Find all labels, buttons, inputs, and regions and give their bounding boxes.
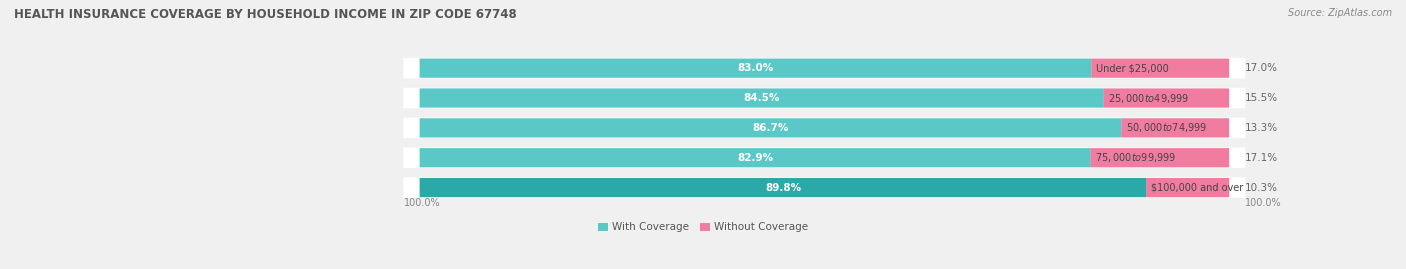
FancyBboxPatch shape (404, 118, 1246, 138)
FancyBboxPatch shape (1091, 59, 1229, 78)
FancyBboxPatch shape (1146, 178, 1229, 197)
Text: HEALTH INSURANCE COVERAGE BY HOUSEHOLD INCOME IN ZIP CODE 67748: HEALTH INSURANCE COVERAGE BY HOUSEHOLD I… (14, 8, 517, 21)
Text: 84.5%: 84.5% (744, 93, 780, 103)
FancyBboxPatch shape (1104, 89, 1229, 108)
Legend: With Coverage, Without Coverage: With Coverage, Without Coverage (598, 222, 808, 232)
Text: $75,000 to $99,999: $75,000 to $99,999 (1095, 151, 1175, 164)
FancyBboxPatch shape (404, 88, 1246, 108)
Text: 82.9%: 82.9% (737, 153, 773, 163)
FancyBboxPatch shape (419, 89, 1104, 108)
Text: Under $25,000: Under $25,000 (1095, 63, 1168, 73)
Text: 89.8%: 89.8% (765, 183, 801, 193)
Text: 83.0%: 83.0% (738, 63, 773, 73)
FancyBboxPatch shape (404, 177, 1246, 198)
Text: Source: ZipAtlas.com: Source: ZipAtlas.com (1288, 8, 1392, 18)
Text: 10.3%: 10.3% (1246, 183, 1278, 193)
Text: $100,000 and over: $100,000 and over (1150, 183, 1243, 193)
Text: 17.1%: 17.1% (1246, 153, 1278, 163)
Text: 15.5%: 15.5% (1246, 93, 1278, 103)
FancyBboxPatch shape (1122, 118, 1229, 137)
FancyBboxPatch shape (419, 148, 1091, 167)
FancyBboxPatch shape (404, 58, 1246, 79)
Text: $25,000 to $49,999: $25,000 to $49,999 (1108, 91, 1189, 105)
Text: 86.7%: 86.7% (752, 123, 789, 133)
Text: 100.0%: 100.0% (1246, 198, 1282, 208)
FancyBboxPatch shape (419, 178, 1147, 197)
FancyBboxPatch shape (419, 59, 1091, 78)
Text: 17.0%: 17.0% (1246, 63, 1278, 73)
FancyBboxPatch shape (419, 118, 1122, 137)
Text: 100.0%: 100.0% (404, 198, 440, 208)
FancyBboxPatch shape (404, 147, 1246, 168)
Text: $50,000 to $74,999: $50,000 to $74,999 (1126, 121, 1206, 134)
FancyBboxPatch shape (1091, 148, 1229, 167)
Text: 13.3%: 13.3% (1246, 123, 1278, 133)
